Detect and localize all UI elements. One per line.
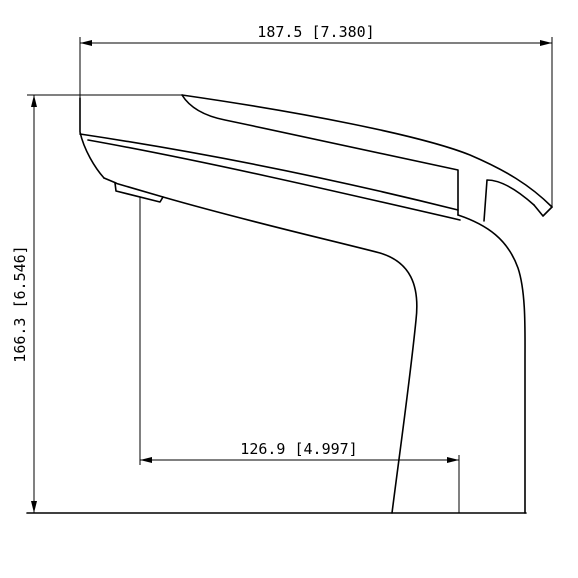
arrow-right-icon — [540, 40, 552, 46]
aerator — [114, 182, 164, 203]
reach-label: 126.9 [4.997] — [240, 440, 357, 458]
arrow-down-icon — [31, 501, 37, 513]
overall-height-label: 166.3 [6.546] — [11, 245, 29, 362]
body-lower-seam — [87, 139, 461, 221]
spout-underside — [483, 179, 535, 222]
arrow-up-icon — [31, 95, 37, 107]
dimension-overall-length: 187.5 [7.380] — [79, 23, 553, 207]
faucet-outline — [26, 94, 553, 514]
body-front-edge — [79, 97, 105, 179]
dimension-overall-height: 166.3 [6.546] — [11, 94, 182, 513]
arrow-left-icon — [80, 40, 92, 46]
body-rear-curve — [457, 214, 526, 514]
body-underside — [103, 177, 418, 514]
overall-length-label: 187.5 [7.380] — [257, 23, 374, 41]
spout-tip — [533, 204, 553, 217]
dimension-reach: 126.9 [4.997] — [139, 197, 460, 513]
arrow-reach-left-icon — [140, 457, 152, 463]
handle-front-curve — [181, 94, 459, 216]
body-seam — [79, 133, 459, 211]
handle-top-surface — [181, 94, 553, 208]
arrow-reach-right-icon — [447, 457, 459, 463]
